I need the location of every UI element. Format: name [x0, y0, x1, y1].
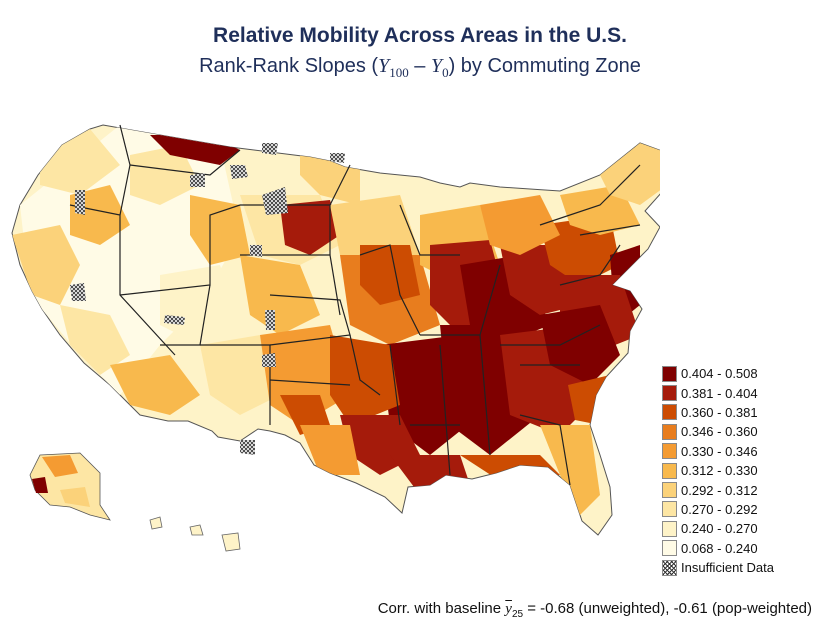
us-commuting-zone-map: [0, 95, 671, 595]
legend-swatch: [662, 501, 677, 518]
alaska: [29, 452, 111, 521]
legend-item: Insufficient Data: [662, 558, 837, 577]
legend-swatch: [662, 559, 677, 576]
legend-label: 0.381 - 0.404: [681, 385, 758, 401]
legend-item: 0.330 - 0.346: [662, 442, 837, 461]
state-borders: [69, 124, 641, 486]
legend-label: 0.360 - 0.381: [681, 404, 758, 420]
subtitle-suffix: ) by Commuting Zone: [448, 55, 641, 77]
legend: 0.404 - 0.508 0.381 - 0.404 0.360 - 0.38…: [662, 364, 837, 577]
correlation-footnote: Corr. with baseline y25 = -0.68 (unweigh…: [378, 600, 812, 620]
legend-item: 0.404 - 0.508: [662, 364, 837, 383]
legend-item: 0.292 - 0.312: [662, 480, 837, 499]
map-svg: [11, 124, 671, 552]
map-title: Relative Mobility Across Areas in the U.…: [213, 24, 627, 47]
legend-item: 0.381 - 0.404: [662, 383, 837, 402]
legend-label: 0.330 - 0.346: [681, 443, 758, 459]
legend-swatch: [662, 365, 677, 382]
footnote-suffix: = -0.68 (unweighted), -0.61 (pop-weighte…: [523, 600, 812, 617]
legend-swatch: [662, 404, 677, 421]
legend-label: 0.068 - 0.240: [681, 540, 758, 556]
subtitle-sub-0: 0: [442, 65, 449, 80]
legend-label: 0.346 - 0.360: [681, 424, 758, 440]
hawaii: [149, 516, 241, 552]
footnote-prefix: Corr. with baseline: [377, 600, 506, 617]
legend-swatch: [662, 462, 677, 479]
legend-label: 0.292 - 0.312: [681, 482, 758, 498]
subtitle-prefix: Rank-Rank Slopes (: [199, 55, 379, 77]
subtitle-y-symbol-2: Y: [430, 55, 443, 77]
legend-swatch: [662, 520, 677, 537]
footnote-sub: 25: [511, 609, 524, 620]
legend-label: Insufficient Data: [681, 560, 774, 576]
legend-label: 0.270 - 0.292: [681, 501, 758, 517]
legend-item: 0.240 - 0.270: [662, 519, 837, 538]
subtitle-y-symbol: Y: [378, 55, 390, 77]
legend-swatch: [662, 540, 677, 557]
legend-swatch: [662, 423, 677, 440]
legend-swatch: [662, 385, 677, 402]
footnote-y-symbol: y: [505, 601, 512, 617]
subtitle-minus: –: [408, 55, 431, 77]
legend-label: 0.240 - 0.270: [681, 521, 758, 537]
insufficient-data-areas: [70, 143, 345, 455]
legend-label: 0.312 - 0.330: [681, 463, 758, 479]
legend-label: 0.404 - 0.508: [681, 366, 758, 382]
legend-item: 0.068 - 0.240: [662, 539, 837, 558]
legend-item: 0.346 - 0.360: [662, 422, 837, 441]
legend-swatch: [662, 482, 677, 499]
legend-swatch: [662, 443, 677, 460]
legend-item: 0.312 - 0.330: [662, 461, 837, 480]
legend-item: 0.360 - 0.381: [662, 403, 837, 422]
map-subtitle: Rank-Rank Slopes (Y100 – Y0) by Commutin…: [0, 55, 840, 81]
subtitle-sub-100: 100: [389, 65, 409, 80]
legend-item: 0.270 - 0.292: [662, 500, 837, 519]
